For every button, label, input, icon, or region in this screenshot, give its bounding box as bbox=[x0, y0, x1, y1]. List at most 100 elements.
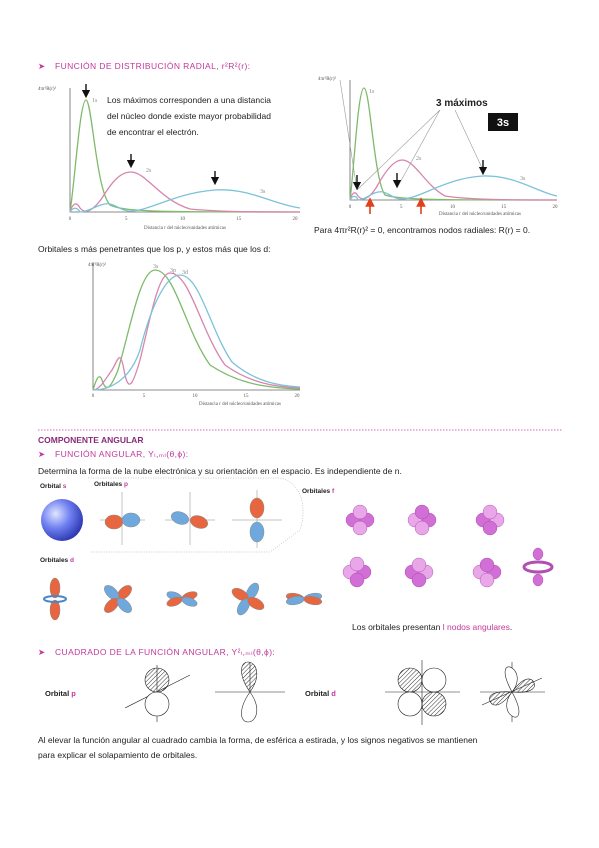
y-label: 4πr²R(r)² bbox=[38, 86, 57, 92]
text: . bbox=[510, 622, 512, 632]
bullet: ➤ bbox=[38, 647, 46, 657]
label-word: Orbital bbox=[40, 483, 61, 490]
label-letter: d bbox=[70, 557, 74, 564]
x-label: Distancia r del núcleo/unidades atómicas bbox=[199, 402, 281, 407]
x-tick-label: 10 bbox=[450, 205, 456, 210]
section-title: COMPONENTE ANGULAR bbox=[38, 435, 143, 445]
curve-3p bbox=[92, 272, 301, 391]
y-label: 4πr²R(r)² bbox=[318, 76, 337, 82]
bullet: ➤ bbox=[38, 449, 46, 459]
x-label: Distancia r del núcleo/unidades atómicas bbox=[144, 226, 226, 231]
curve-3d bbox=[92, 274, 301, 391]
label-word: Orbitales bbox=[302, 488, 331, 495]
shape bbox=[349, 572, 365, 588]
x-tick-label: 5 bbox=[125, 217, 128, 222]
label-word: Orbitales bbox=[40, 557, 69, 564]
curve-1s bbox=[349, 87, 558, 201]
label-letter: p bbox=[71, 689, 76, 698]
paragraph-line: Al elevar la función angular al cuadrado… bbox=[38, 735, 478, 745]
x-tick-label: 20 bbox=[293, 217, 299, 222]
curve-2s bbox=[69, 171, 301, 213]
label-letter: f bbox=[332, 488, 335, 495]
shape bbox=[396, 109, 441, 189]
shape bbox=[144, 667, 170, 693]
paragraph: Determina la forma de la nube electrónic… bbox=[38, 466, 402, 476]
orbital-label: Orbital s bbox=[40, 483, 67, 490]
paragraph-line: Los máximos corresponden a una distancia bbox=[107, 95, 271, 105]
curve-3s bbox=[349, 175, 558, 201]
x-tick-label: 15 bbox=[501, 205, 507, 210]
x-label: Distancia r del núcleo/unidades atómicas bbox=[439, 212, 521, 217]
p-orbitals bbox=[100, 490, 282, 548]
shape bbox=[421, 691, 447, 717]
curve-label: 3p bbox=[170, 268, 176, 274]
squared-orbitals bbox=[124, 660, 545, 725]
shape bbox=[349, 556, 365, 572]
shape bbox=[414, 504, 430, 520]
shape bbox=[121, 512, 141, 528]
paragraph-line: para explicar el solapamiento de orbital… bbox=[38, 750, 197, 760]
shape bbox=[249, 521, 265, 543]
shape bbox=[411, 572, 427, 588]
heading: CUADRADO DE LA FUNCIÓN ANGULAR, Y²ₗ,ₘₗ(θ… bbox=[55, 647, 275, 657]
shape bbox=[479, 557, 495, 573]
shape bbox=[511, 678, 535, 693]
heading: FUNCIÓN DE DISTRIBUCIÓN RADIAL, r²R²(r): bbox=[55, 61, 250, 71]
x-tick-label: 5 bbox=[400, 205, 403, 210]
paragraph: Los orbitales presentan l nodos angulare… bbox=[352, 622, 512, 632]
curve-label: 3s bbox=[260, 189, 266, 195]
x-tick-label: 15 bbox=[236, 217, 242, 222]
curve-2s bbox=[349, 159, 558, 201]
x-tick-label: 0 bbox=[349, 205, 352, 210]
curve-label: 1s bbox=[369, 89, 375, 95]
x-tick-label: 5 bbox=[143, 394, 146, 399]
shape bbox=[104, 514, 124, 530]
y-label: 4πr²R(r)² bbox=[88, 262, 107, 268]
d-orbitals bbox=[43, 577, 323, 621]
orbital-label: Orbital d bbox=[305, 689, 336, 698]
shape bbox=[181, 596, 198, 607]
shape bbox=[171, 511, 189, 525]
shape bbox=[397, 667, 423, 693]
f-orbitals bbox=[342, 504, 554, 588]
shape bbox=[454, 109, 484, 171]
text: Los orbitales presentan bbox=[352, 622, 441, 632]
x-tick-label: 20 bbox=[295, 394, 301, 399]
orbital-label: Orbital p bbox=[45, 689, 76, 698]
s-orbital bbox=[41, 499, 83, 541]
orbital-label: Orbitales p bbox=[94, 481, 128, 488]
bullet: ➤ bbox=[38, 61, 46, 71]
shape bbox=[522, 560, 554, 574]
heading: FUNCIÓN ANGULAR, Yₗ,ₘₗ(θ,ϕ): bbox=[55, 449, 189, 459]
label-letter: p bbox=[124, 481, 128, 488]
shape bbox=[482, 504, 498, 520]
curve-3s bbox=[92, 269, 301, 391]
shape bbox=[49, 577, 61, 599]
shape bbox=[249, 497, 265, 519]
shape bbox=[504, 666, 518, 693]
shape bbox=[190, 515, 208, 529]
shape bbox=[532, 547, 544, 561]
shape bbox=[116, 597, 132, 613]
text: l nodos angulares bbox=[443, 622, 510, 632]
curve-3s bbox=[69, 189, 301, 213]
shape bbox=[506, 691, 520, 718]
shape bbox=[241, 661, 258, 693]
shape bbox=[49, 599, 61, 621]
shape bbox=[411, 557, 427, 573]
frame bbox=[88, 477, 304, 553]
x-tick-label: 10 bbox=[180, 217, 186, 222]
curve-1s bbox=[69, 99, 301, 213]
shape bbox=[43, 595, 67, 603]
shape bbox=[352, 504, 368, 520]
shape bbox=[414, 520, 430, 536]
label-word: Orbital bbox=[45, 689, 69, 698]
shape bbox=[421, 667, 447, 693]
badge bbox=[488, 113, 518, 131]
label-word: Orbitales bbox=[94, 481, 123, 488]
figure-right: 4πr²R(r)² 1s 2s 3s 3 máximos 3s Distanci… bbox=[318, 76, 558, 217]
shape bbox=[482, 520, 498, 536]
orbital-label: Orbitales f bbox=[302, 488, 335, 495]
